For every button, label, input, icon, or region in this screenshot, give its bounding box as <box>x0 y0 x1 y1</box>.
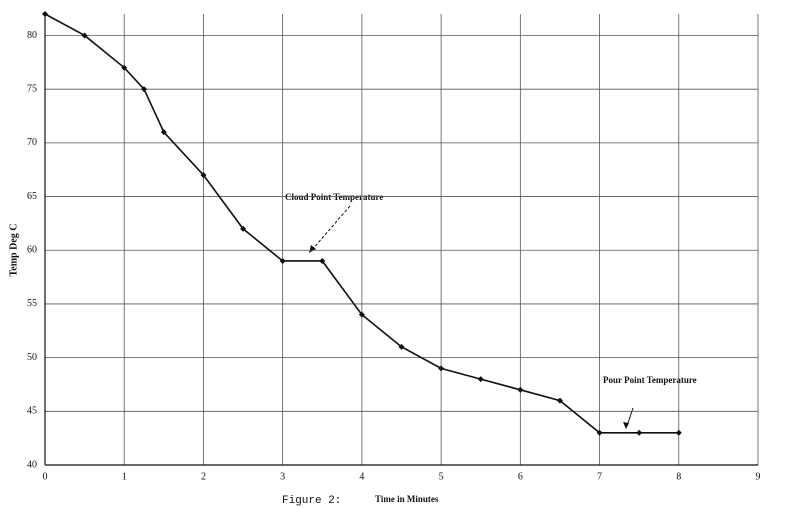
caption: Figure 2: <box>282 495 341 507</box>
annotation: Pour Point Temperature <box>603 375 697 385</box>
arrow-head <box>623 422 629 429</box>
x-tick-label: 9 <box>756 471 761 482</box>
marker <box>42 11 48 17</box>
y-tick-label: 70 <box>27 137 37 148</box>
x-tick-label: 6 <box>518 471 523 482</box>
marker <box>358 311 365 318</box>
y-axis-label: Temp Deg C <box>8 224 19 277</box>
x-tick-label: 8 <box>676 471 681 482</box>
x-tick-label: 1 <box>122 471 127 482</box>
arrow-head <box>309 245 316 253</box>
marker <box>636 429 643 436</box>
marker <box>319 257 326 264</box>
y-tick-label: 55 <box>27 298 37 309</box>
line <box>44 13 679 434</box>
marker <box>141 86 148 93</box>
marker <box>200 172 207 179</box>
y-tick-label: 80 <box>27 30 37 41</box>
x-tick-label: 2 <box>201 471 206 482</box>
marker <box>81 32 88 39</box>
marker <box>240 225 247 232</box>
marker <box>398 343 405 350</box>
x-tick-label: 7 <box>597 471 602 482</box>
x-axis-label: Time in Minutes <box>375 494 439 504</box>
y-tick-label: 75 <box>27 83 37 94</box>
y-tick-label: 60 <box>27 245 37 256</box>
annotation: Cloud Point Temperature <box>285 192 383 202</box>
x-tick-label: 4 <box>359 471 364 482</box>
marker <box>517 386 524 393</box>
marker <box>438 365 445 372</box>
marker <box>675 429 682 436</box>
y-tick-label: 50 <box>27 352 37 363</box>
marker <box>160 129 167 136</box>
marker <box>556 397 563 404</box>
x-tick-label: 0 <box>43 471 48 482</box>
y-tick-label: 40 <box>27 459 37 470</box>
marker <box>279 257 286 264</box>
marker <box>121 64 128 71</box>
x-tick-label: 3 <box>280 471 285 482</box>
x-tick-label: 5 <box>439 471 444 482</box>
y-tick-label: 45 <box>27 406 37 417</box>
marker <box>596 429 603 436</box>
y-tick-label: 65 <box>27 191 37 202</box>
marker <box>477 376 484 383</box>
